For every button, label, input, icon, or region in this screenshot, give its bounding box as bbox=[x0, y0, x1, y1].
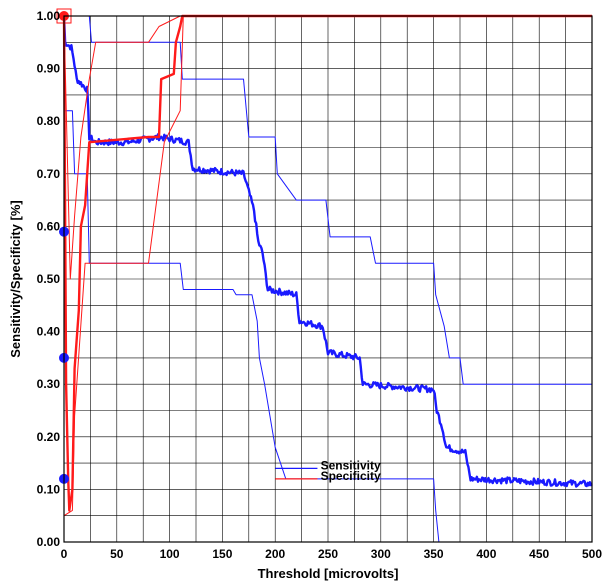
series-layer bbox=[62, 14, 593, 543]
series-sensitivity-lower bbox=[64, 110, 592, 543]
x-tick-label: 300 bbox=[371, 547, 391, 561]
y-tick-labels: 0.00 0.10 0.20 0.30 0.40 0.50 0.60 0.70 0.80 0.90… bbox=[37, 9, 61, 549]
y-tick-label: 0.20 bbox=[37, 430, 61, 444]
x-tick-label: 500 bbox=[582, 547, 602, 561]
y-tick-label: 0.10 bbox=[37, 482, 61, 496]
x-tick-label: 100 bbox=[160, 547, 180, 561]
series-sensitivity-upper bbox=[64, 15, 592, 385]
x-tick-labels: 0 50 100 150 200 250 300 350 400 450 500 bbox=[61, 547, 603, 561]
x-tick-label: 250 bbox=[318, 547, 338, 561]
y-tick-label: 0.50 bbox=[37, 272, 61, 286]
x-tick-label: 400 bbox=[476, 547, 496, 561]
legend-label-specificity: Specificity bbox=[321, 469, 381, 483]
x-tick-label: 350 bbox=[424, 547, 444, 561]
y-tick-label: 0.80 bbox=[37, 114, 61, 128]
y-tick-label: 0.00 bbox=[37, 535, 61, 549]
y-tick-label: 0.30 bbox=[37, 377, 61, 391]
legend-label-sensitivity: Sensitivity bbox=[321, 458, 381, 472]
series-sensitivity-mean bbox=[62, 16, 593, 488]
y-tick-label: 0.60 bbox=[37, 219, 61, 233]
series-specificity-mean bbox=[62, 14, 592, 512]
x-tick-label: 450 bbox=[529, 547, 549, 561]
plot-frame bbox=[63, 15, 593, 543]
x-tick-label: 0 bbox=[61, 547, 68, 561]
y-tick-label: 0.70 bbox=[37, 167, 61, 181]
x-tick-label: 200 bbox=[265, 547, 285, 561]
x-axis-title: Threshold [microvolts] bbox=[258, 566, 399, 581]
x-tick-label: 150 bbox=[212, 547, 232, 561]
y-tick-label: 0.40 bbox=[37, 325, 61, 339]
legend: Sensitivity Specificity bbox=[275, 458, 381, 483]
y-axis-title: Sensitivity/Specificity [%] bbox=[8, 200, 23, 358]
series-specificity-lower bbox=[63, 15, 592, 517]
x-tick-label: 50 bbox=[110, 547, 124, 561]
y-tick-label: 1.00 bbox=[37, 9, 61, 23]
y-tick-label: 0.90 bbox=[37, 62, 61, 76]
series-specificity-upper bbox=[63, 15, 592, 280]
